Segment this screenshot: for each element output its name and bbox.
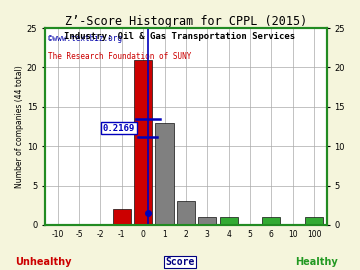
Text: Unhealthy: Unhealthy <box>15 257 71 267</box>
Bar <box>177 201 195 225</box>
Text: Healthy: Healthy <box>296 257 338 267</box>
Title: Z’-Score Histogram for CPPL (2015): Z’-Score Histogram for CPPL (2015) <box>65 15 307 28</box>
Bar <box>113 209 131 225</box>
Bar <box>262 217 280 225</box>
Bar <box>305 217 323 225</box>
Text: Score: Score <box>165 257 195 267</box>
Text: 0.2169: 0.2169 <box>103 124 135 133</box>
Text: ©www.textbiz.org: ©www.textbiz.org <box>48 34 122 43</box>
Text: The Research Foundation of SUNY: The Research Foundation of SUNY <box>48 52 191 61</box>
Bar <box>220 217 238 225</box>
Bar <box>134 59 152 225</box>
Bar <box>198 217 216 225</box>
Text: Industry: Oil & Gas Transportation Services: Industry: Oil & Gas Transportation Servi… <box>64 32 296 41</box>
Y-axis label: Number of companies (44 total): Number of companies (44 total) <box>15 65 24 188</box>
Bar <box>156 123 174 225</box>
